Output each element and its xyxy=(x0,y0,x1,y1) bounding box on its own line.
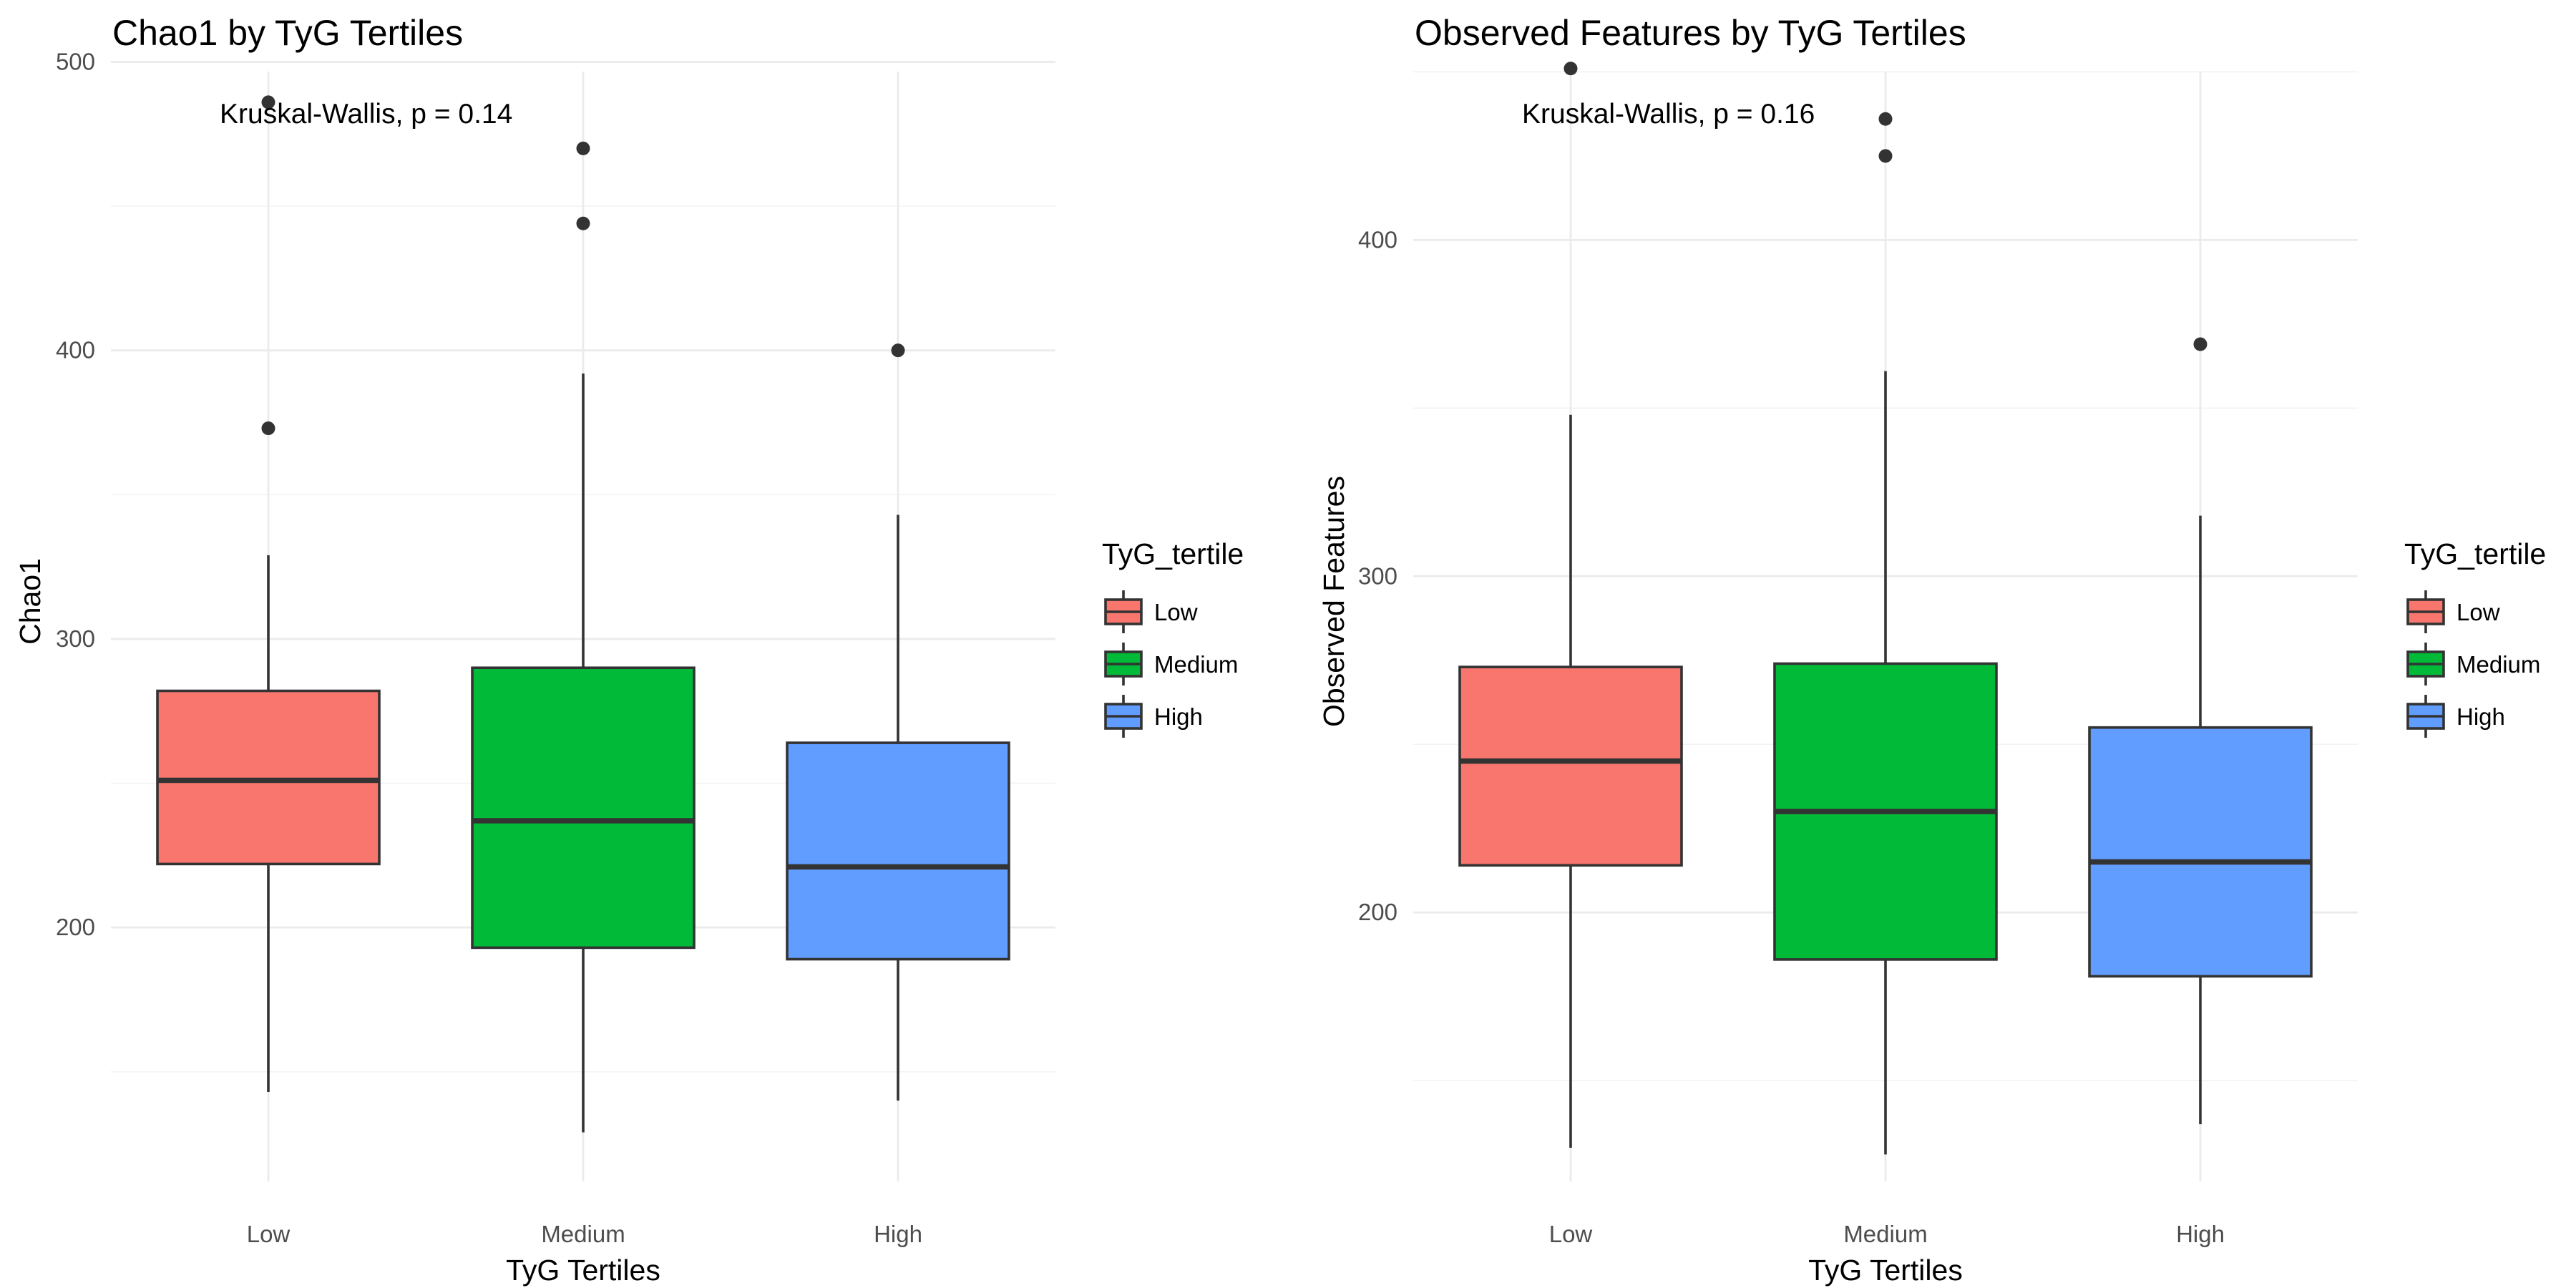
outlier-point xyxy=(1878,112,1893,126)
legend-label: High xyxy=(1154,703,1203,730)
outlier-point xyxy=(576,141,590,155)
y-tick-label: 300 xyxy=(1358,562,1397,589)
x-axis-title: TyG Tertiles xyxy=(1808,1254,1963,1287)
legend-label: High xyxy=(2457,703,2505,730)
outlier-point xyxy=(891,343,905,358)
y-tick-label: 500 xyxy=(56,48,95,74)
y-axis-title: Observed Features xyxy=(1317,476,1350,727)
box-low xyxy=(156,689,381,866)
y-tick-label: 400 xyxy=(56,337,95,364)
y-tick-label: 400 xyxy=(1358,226,1397,253)
box-high xyxy=(2088,726,2313,978)
box-high xyxy=(786,741,1010,961)
box-medium xyxy=(471,666,696,950)
legend-title: TyG_tertile xyxy=(1102,537,1244,570)
observed-features-chart: 200 300 400 Low Medium High Observed Features … xyxy=(1317,13,2546,1287)
outlier-point xyxy=(576,216,590,230)
legend-title: TyG_tertile xyxy=(2404,537,2546,570)
legend-label: Low xyxy=(1154,599,1198,625)
chart-title: Observed Features by TyG Tertiles xyxy=(1415,13,1966,53)
kruskal-wallis-annotation: Kruskal-Wallis, p = 0.14 xyxy=(220,99,512,130)
x-tick-label: High xyxy=(874,1221,922,1247)
outlier-point xyxy=(1878,149,1893,163)
kruskal-wallis-annotation: Kruskal-Wallis, p = 0.16 xyxy=(1522,99,1815,130)
legend: TyG_tertile Low Medium High xyxy=(1102,537,1244,738)
x-tick-label: Low xyxy=(247,1221,291,1247)
x-tick-label: High xyxy=(2176,1221,2225,1247)
y-tick-label: 300 xyxy=(56,625,95,652)
legend: TyG_tertile Low Medium High xyxy=(2404,537,2546,738)
chao1-chart: 200 300 400 500 Low Medium High Chao1 by TyG Te… xyxy=(14,13,1244,1287)
y-tick-label: 200 xyxy=(56,914,95,940)
y-axis-title: Chao1 xyxy=(14,558,47,645)
x-tick-label: Medium xyxy=(1843,1221,1927,1247)
legend-label: Low xyxy=(2457,599,2500,625)
legend-label: Medium xyxy=(1154,651,1238,678)
box-low xyxy=(1458,665,1683,867)
legend-label: Medium xyxy=(2457,651,2540,678)
x-axis-title: TyG Tertiles xyxy=(506,1254,660,1287)
y-tick-label: 200 xyxy=(1358,899,1397,925)
chart-title: Chao1 by TyG Tertiles xyxy=(112,13,463,53)
outlier-point xyxy=(261,421,275,436)
outlier-point xyxy=(2193,337,2207,351)
outlier-point xyxy=(1563,62,1578,76)
x-tick-label: Medium xyxy=(541,1221,625,1247)
x-tick-label: Low xyxy=(1549,1221,1593,1247)
outlier-point xyxy=(261,95,275,109)
